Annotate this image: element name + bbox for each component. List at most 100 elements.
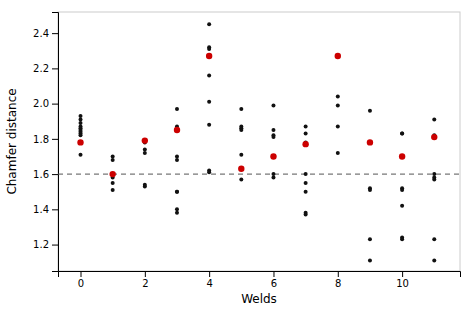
point bbox=[400, 188, 404, 192]
axis-line bbox=[52, 13, 59, 272]
axis-line bbox=[59, 272, 461, 278]
tick-mark bbox=[52, 174, 58, 175]
point bbox=[79, 133, 83, 137]
point bbox=[143, 184, 147, 188]
tick-mark bbox=[52, 33, 58, 34]
tick-mark bbox=[81, 271, 82, 277]
plot-frame bbox=[58, 12, 460, 271]
point bbox=[400, 237, 404, 241]
point bbox=[270, 153, 276, 159]
point bbox=[304, 125, 308, 129]
tick-label: 2.0 bbox=[33, 98, 49, 109]
point bbox=[368, 237, 372, 241]
tick-label: 8 bbox=[335, 278, 341, 289]
point bbox=[302, 141, 308, 147]
series bbox=[79, 22, 437, 262]
marks bbox=[58, 22, 460, 262]
point bbox=[432, 172, 436, 176]
point bbox=[399, 153, 405, 159]
tick-label: 0 bbox=[78, 278, 84, 289]
series bbox=[77, 53, 437, 177]
point bbox=[142, 137, 148, 143]
tick-label: 1.4 bbox=[33, 204, 49, 215]
point bbox=[175, 158, 179, 162]
tick: 4 bbox=[206, 271, 212, 289]
tick-mark bbox=[209, 271, 210, 277]
point bbox=[368, 188, 372, 192]
point bbox=[304, 181, 308, 185]
point bbox=[432, 177, 436, 181]
point bbox=[111, 181, 115, 185]
threshold-line bbox=[58, 174, 460, 175]
tick-label: 4 bbox=[206, 278, 212, 289]
point bbox=[335, 53, 341, 59]
tick: 2.2 bbox=[33, 63, 58, 74]
tick: 2.0 bbox=[33, 98, 58, 109]
point bbox=[206, 53, 212, 59]
point bbox=[79, 121, 83, 125]
tick-mark bbox=[52, 245, 58, 246]
tick: 6 bbox=[271, 271, 277, 289]
point bbox=[432, 237, 436, 241]
point bbox=[175, 190, 179, 194]
tick: 8 bbox=[335, 271, 341, 289]
tick: 2 bbox=[142, 271, 148, 289]
plot: 02468101.21.41.61.82.02.22.4 bbox=[33, 12, 460, 289]
point bbox=[207, 100, 211, 104]
point bbox=[239, 128, 243, 132]
tick-mark bbox=[52, 209, 58, 210]
tick-label: 1.2 bbox=[33, 239, 49, 250]
tick-label: 1.8 bbox=[33, 134, 49, 145]
point bbox=[79, 117, 83, 121]
point bbox=[143, 151, 147, 155]
x-axis-title: Welds bbox=[241, 292, 277, 306]
point bbox=[111, 158, 115, 162]
tick: 1.6 bbox=[33, 169, 58, 180]
tick-label: 6 bbox=[271, 278, 277, 289]
point bbox=[207, 123, 211, 127]
point bbox=[239, 177, 243, 181]
point bbox=[79, 114, 83, 118]
point bbox=[175, 190, 179, 194]
point bbox=[432, 258, 436, 262]
tick-mark bbox=[145, 271, 146, 277]
point bbox=[336, 95, 340, 99]
point bbox=[77, 139, 83, 145]
tick-mark bbox=[402, 271, 403, 277]
point bbox=[368, 109, 372, 113]
point bbox=[336, 103, 340, 107]
point bbox=[400, 132, 404, 136]
point bbox=[304, 213, 308, 217]
tick-label: 2.2 bbox=[33, 63, 49, 74]
point bbox=[175, 107, 179, 111]
y-axis: 1.21.41.61.82.02.22.4 bbox=[33, 13, 58, 272]
point bbox=[304, 172, 308, 176]
point bbox=[207, 73, 211, 77]
point bbox=[432, 117, 436, 121]
point bbox=[111, 154, 115, 158]
point bbox=[175, 207, 179, 211]
point bbox=[109, 171, 115, 177]
tick: 10 bbox=[396, 271, 409, 289]
point bbox=[400, 132, 404, 136]
point bbox=[336, 125, 340, 129]
point bbox=[239, 107, 243, 111]
tick: 0 bbox=[78, 271, 84, 289]
tick-label: 10 bbox=[396, 278, 409, 289]
point bbox=[207, 170, 211, 174]
tick-mark bbox=[273, 271, 274, 277]
point bbox=[271, 135, 275, 139]
point bbox=[175, 211, 179, 215]
point bbox=[368, 258, 372, 262]
point bbox=[238, 166, 244, 172]
point bbox=[367, 139, 373, 145]
point bbox=[207, 47, 211, 51]
point bbox=[304, 132, 308, 136]
tick-mark bbox=[338, 271, 339, 277]
point bbox=[271, 103, 275, 107]
tick: 1.8 bbox=[33, 134, 58, 145]
point bbox=[111, 188, 115, 192]
point bbox=[175, 154, 179, 158]
tick-label: 1.6 bbox=[33, 169, 49, 180]
tick-mark bbox=[52, 139, 58, 140]
